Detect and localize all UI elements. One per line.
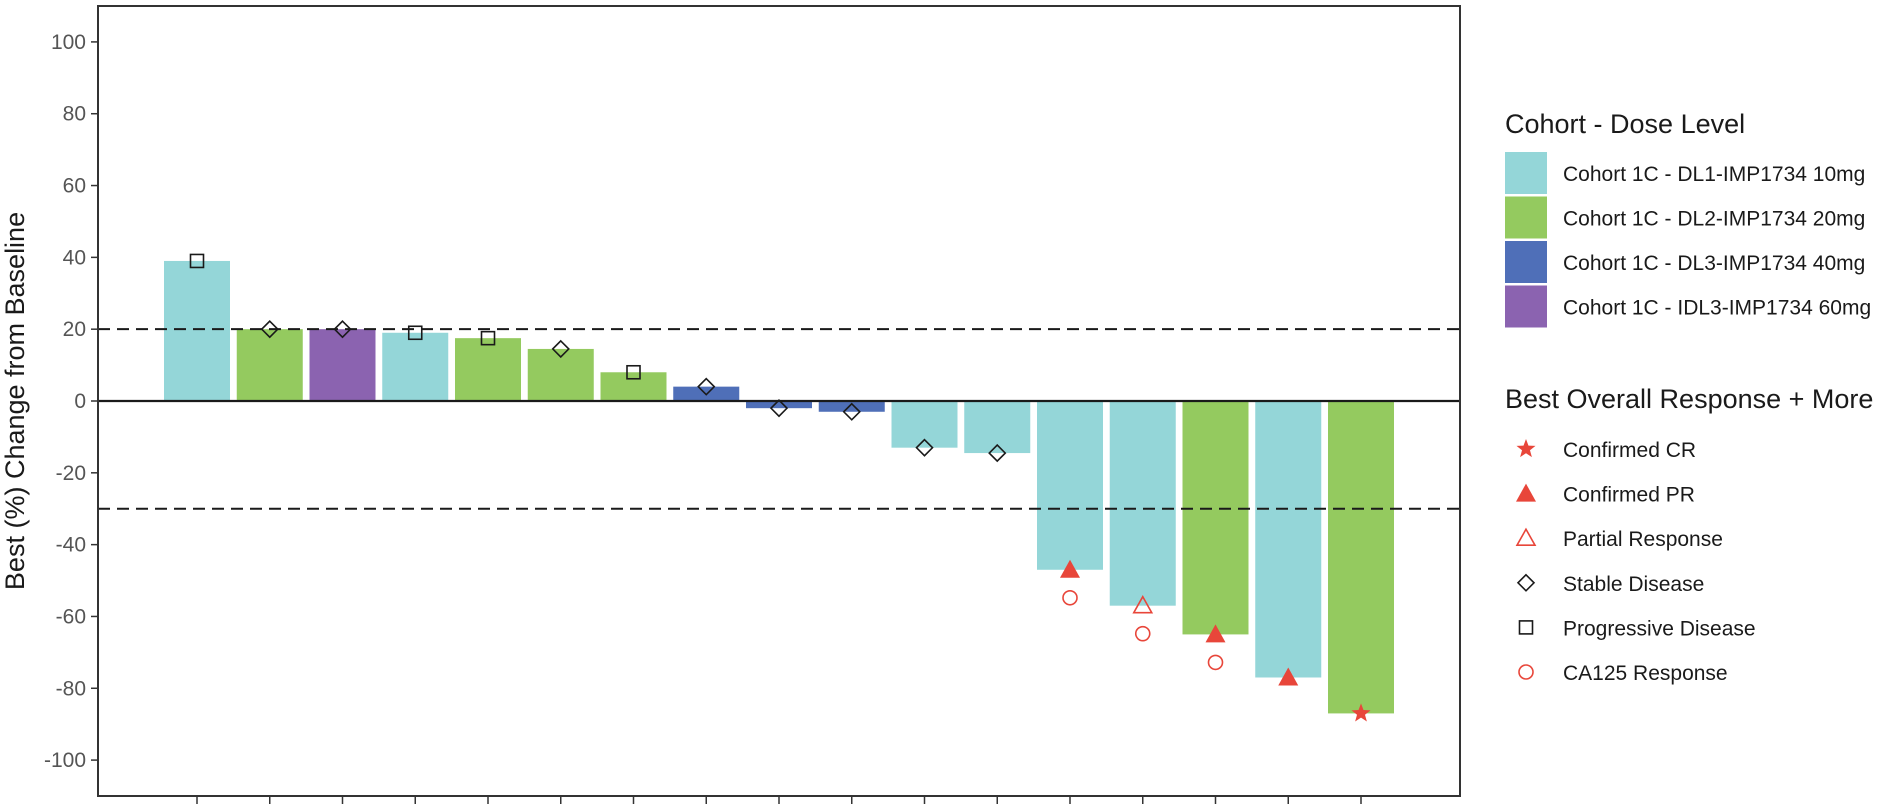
cohort-legend-label-dl3: Cohort 1C - DL3-IMP1734 40mg bbox=[1563, 252, 1865, 275]
bar-15 bbox=[1182, 401, 1249, 635]
response-legend-circle-icon bbox=[1518, 664, 1534, 680]
bar-17 bbox=[1328, 401, 1394, 714]
marker-sd-12 bbox=[988, 443, 1007, 463]
response-legend-diamond-icon bbox=[1516, 573, 1536, 592]
cohort-legend-label-dl2: Cohort 1C - DL2-IMP1734 20mg bbox=[1563, 208, 1865, 231]
cohort-legend: Cohort 1C - DL1-IMP1734 10mg Cohort 1C - … bbox=[1505, 152, 1871, 328]
bar-7 bbox=[600, 372, 667, 401]
marker-cr-17 bbox=[1351, 703, 1371, 722]
response-markers bbox=[189, 253, 1371, 722]
y-tick-label: -60 bbox=[56, 605, 86, 628]
marker-sd-9 bbox=[769, 399, 789, 418]
axes: 100 80 60 40 20 0 -20 -40 -60 -80 -100 bbox=[44, 5, 1461, 804]
y-tick-label: 40 bbox=[63, 246, 86, 269]
bar-10 bbox=[818, 401, 885, 412]
response-legend: Confirmed CR Confirmed PR Partial Response… bbox=[1515, 439, 1756, 685]
marker-sd-3 bbox=[333, 320, 352, 339]
marker-sd-11 bbox=[915, 438, 934, 457]
marker-sd-10 bbox=[842, 402, 861, 421]
bar-4 bbox=[382, 332, 449, 401]
y-tick-label: -20 bbox=[56, 462, 86, 485]
marker-ca125-15 bbox=[1207, 654, 1224, 671]
response-legend-open-triangle-icon bbox=[1515, 527, 1537, 547]
response-legend-label-pr: Confirmed PR bbox=[1563, 484, 1695, 507]
response-legend-label-cr: Confirmed CR bbox=[1563, 439, 1696, 462]
bar-14 bbox=[1109, 401, 1176, 606]
cohort-legend-label-idl3: Cohort 1C - IDL3-IMP1734 60mg bbox=[1563, 297, 1871, 320]
marker-pd-7 bbox=[626, 364, 641, 380]
marker-pd-4 bbox=[407, 325, 423, 341]
y-tick-label: 100 bbox=[51, 31, 86, 54]
marker-pr-16 bbox=[1278, 667, 1299, 686]
response-legend-filled-triangle-icon bbox=[1516, 483, 1536, 502]
response-legend-title: Best Overall Response + More bbox=[1505, 384, 1873, 414]
y-tick-label: 20 bbox=[63, 318, 86, 341]
cohort-legend-label-dl1: Cohort 1C - DL1-IMP1734 10mg bbox=[1563, 163, 1865, 186]
marker-pd-1 bbox=[189, 253, 205, 269]
marker-sd-2 bbox=[260, 320, 279, 339]
bar-16 bbox=[1255, 401, 1322, 678]
bar-1 bbox=[164, 260, 230, 401]
response-legend-label-sd: Stable Disease bbox=[1563, 573, 1704, 596]
bar-9 bbox=[746, 401, 812, 409]
cohort-legend-swatch-dl3 bbox=[1505, 241, 1547, 283]
marker-ca125-14 bbox=[1134, 625, 1151, 642]
marker-pr-13 bbox=[1060, 559, 1080, 578]
bar-2 bbox=[236, 329, 303, 401]
cohort-legend-swatch-dl1 bbox=[1505, 152, 1547, 194]
y-tick-label: 80 bbox=[63, 103, 86, 126]
marker-pr-15 bbox=[1205, 624, 1226, 643]
response-legend-square-icon bbox=[1518, 620, 1534, 635]
response-legend-star-icon bbox=[1516, 439, 1536, 458]
marker-ca125-13 bbox=[1062, 589, 1078, 606]
y-tick-label: -100 bbox=[44, 749, 86, 772]
marker-sd-8 bbox=[697, 377, 716, 396]
cohort-legend-swatch-idl3 bbox=[1505, 285, 1547, 328]
marker-pd-5 bbox=[480, 330, 496, 346]
cohort-legend-title: Cohort - Dose Level bbox=[1505, 109, 1745, 139]
cohort-legend-swatch-dl2 bbox=[1505, 196, 1547, 239]
bar-3 bbox=[309, 329, 376, 401]
response-legend-label-pd: Progressive Disease bbox=[1563, 617, 1756, 640]
y-tick-label: 0 bbox=[74, 390, 86, 413]
marker-sd-6 bbox=[551, 339, 570, 359]
response-legend-label-ca125: CA125 Response bbox=[1563, 662, 1728, 685]
response-legend-label-upr: Partial Response bbox=[1563, 528, 1723, 551]
bar-5 bbox=[455, 338, 521, 401]
y-tick-label: 60 bbox=[63, 175, 86, 198]
y-tick-label: -40 bbox=[56, 534, 86, 557]
bars-group bbox=[164, 260, 1394, 714]
y-tick-label: -80 bbox=[56, 677, 86, 700]
marker-upr-14 bbox=[1132, 595, 1154, 614]
y-axis-title: Best (%) Change from Baseline bbox=[0, 212, 30, 590]
bar-13 bbox=[1037, 401, 1103, 570]
